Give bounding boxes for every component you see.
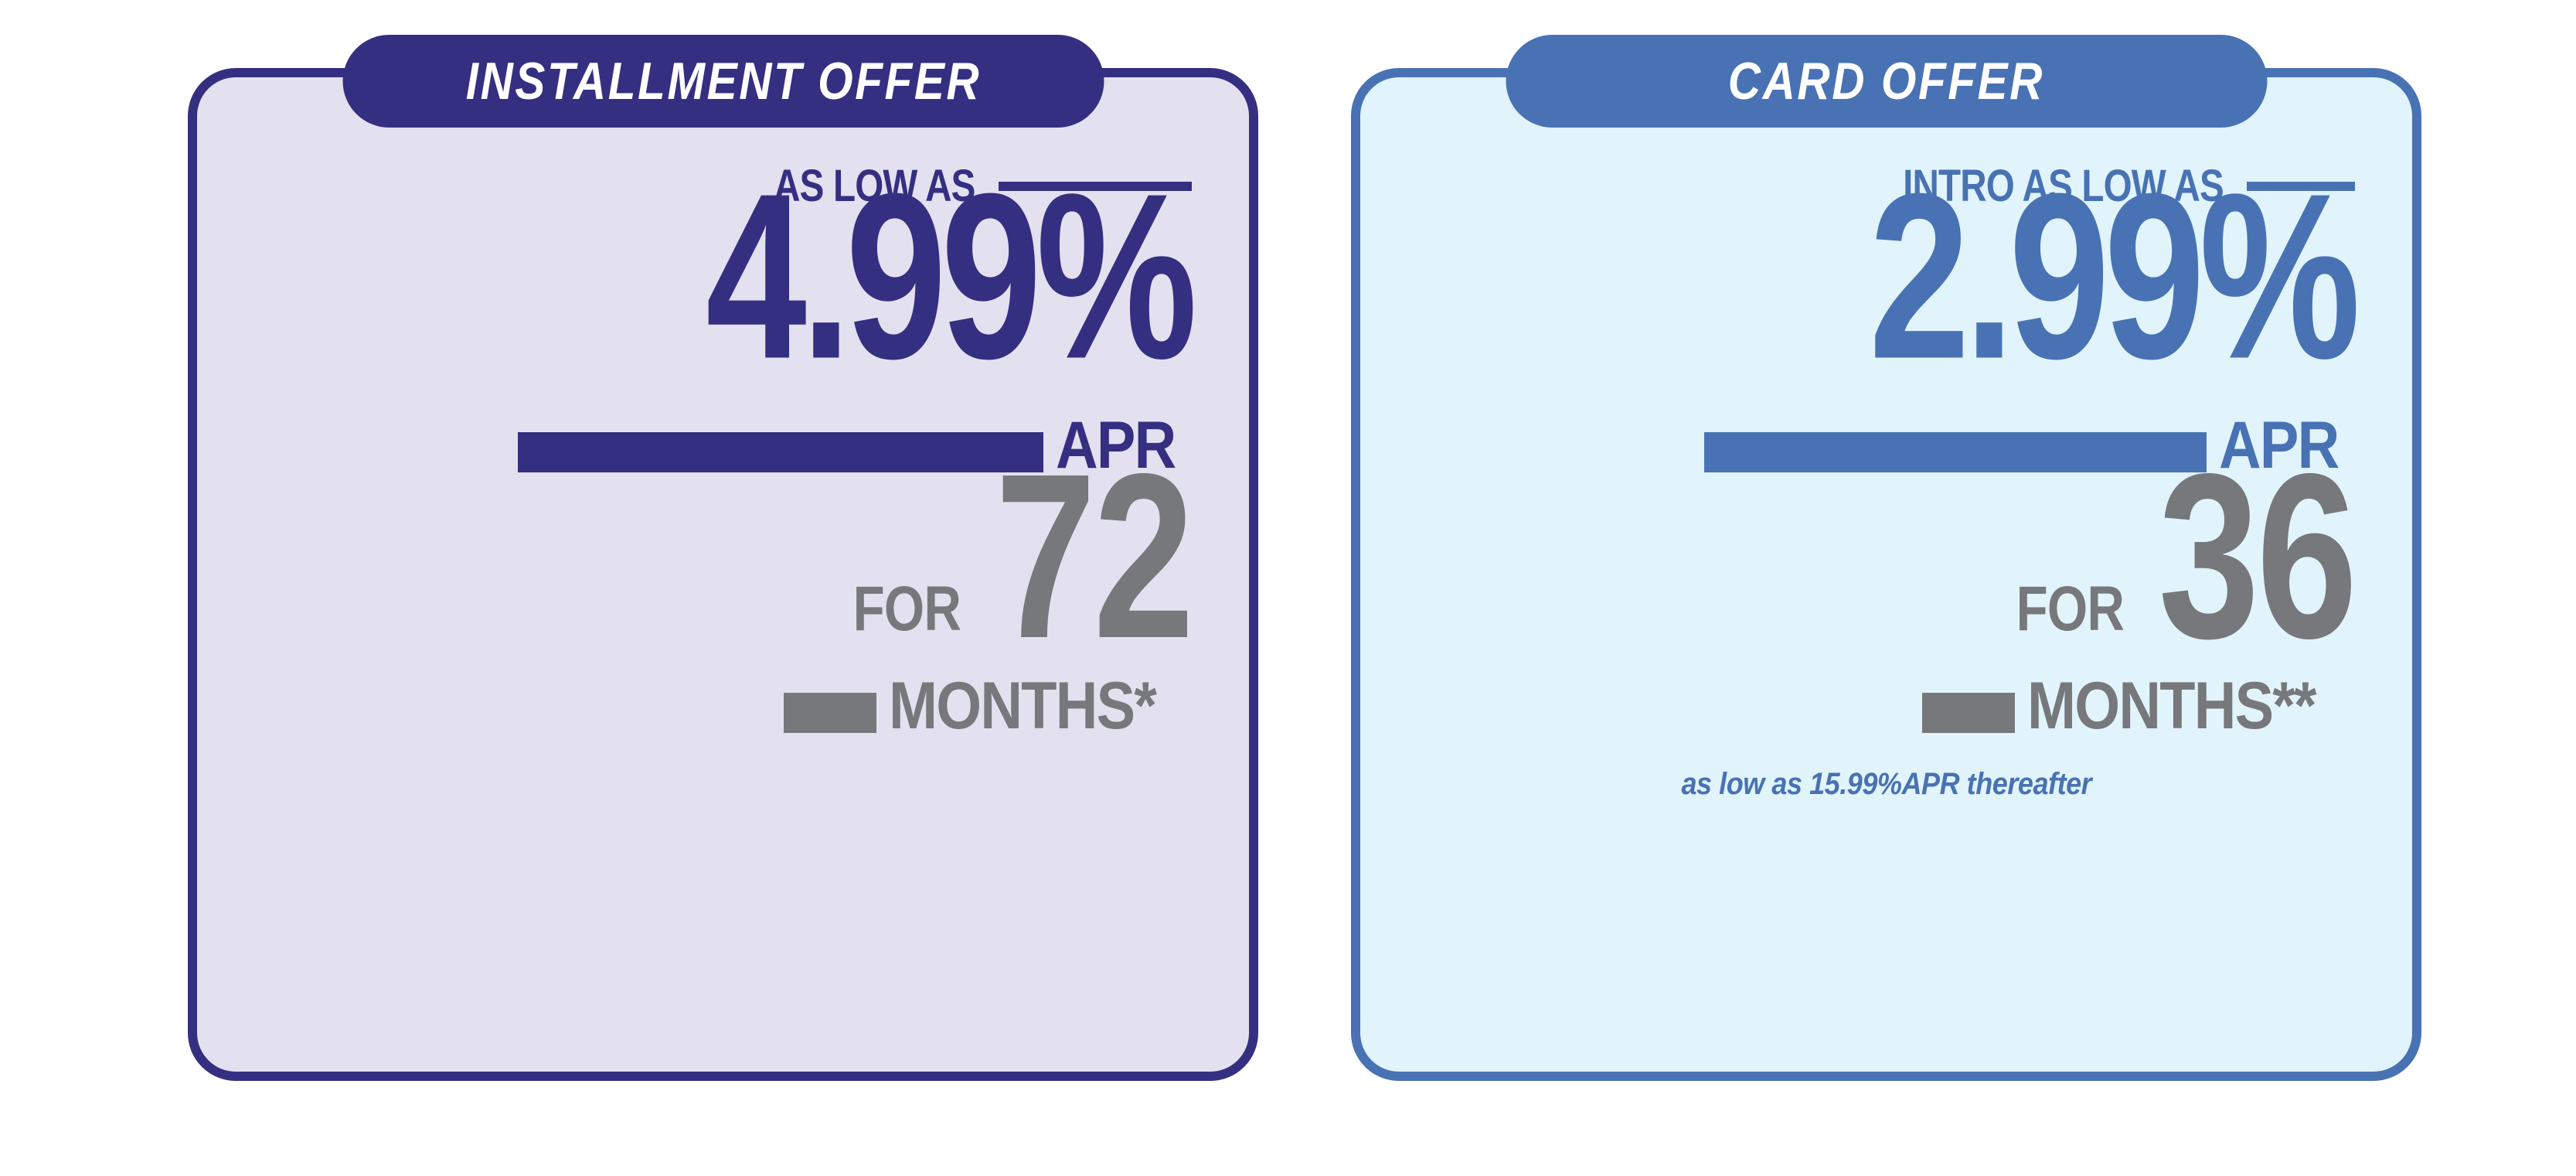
- installment-eyebrow-row: AS LOW AS: [254, 164, 1192, 209]
- installment-apr-bar-icon: [518, 431, 1044, 472]
- card-apr-label: APR: [2219, 408, 2339, 482]
- card-rate-row: 2.99%: [1417, 158, 2360, 394]
- installment-rate-value: 4.99%: [706, 144, 1197, 408]
- card-footnote-text: as low as 15.99%APR thereafter: [1681, 767, 2091, 802]
- card-apr-row: APR: [1417, 408, 2355, 482]
- installment-offer-card: INSTALLMENT OFFER AS LOW AS 4.99% APR FO…: [188, 35, 1258, 1081]
- installment-months-label: MONTHS*: [888, 669, 1157, 744]
- installment-rate-row: 4.99%: [254, 158, 1197, 394]
- installment-months-row: MONTHS*: [254, 669, 1192, 744]
- installment-months-bar-icon: [783, 693, 876, 734]
- installment-apr-row: APR: [254, 408, 1192, 482]
- card-months-label: MONTHS**: [2027, 669, 2317, 744]
- installment-eyebrow-rule-icon: [999, 182, 1192, 191]
- installment-eyebrow-label: AS LOW AS: [774, 161, 976, 211]
- installment-term-row: FOR 72: [254, 438, 1195, 673]
- installment-offer-body: AS LOW AS 4.99% APR FOR 72 MONTHS*: [197, 77, 1249, 744]
- card-term-prefix: FOR: [2016, 574, 2125, 645]
- card-months-bar-icon: [1922, 693, 2016, 734]
- installment-offer-ribbon: INSTALLMENT OFFER: [342, 35, 1104, 128]
- installment-term-number: 72: [995, 424, 1195, 687]
- installment-term-prefix: FOR: [853, 574, 961, 645]
- card-apr-bar-icon: [1704, 431, 2207, 472]
- card-rate-value: 2.99%: [1869, 144, 2360, 408]
- card-eyebrow-label: INTRO AS LOW AS: [1903, 161, 2224, 211]
- installment-apr-label: APR: [1056, 408, 1176, 482]
- card-eyebrow-row: INTRO AS LOW AS: [1417, 164, 2355, 209]
- card-offer-body: INTRO AS LOW AS 2.99% APR FOR 36 MONTHS*…: [1360, 77, 2412, 802]
- card-months-row: MONTHS**: [1417, 669, 2355, 744]
- card-term-number: 36: [2159, 424, 2358, 687]
- card-offer-ribbon-label: CARD OFFER: [1727, 52, 2045, 111]
- card-offer-ribbon: CARD OFFER: [1506, 35, 2267, 128]
- installment-offer-ribbon-label: INSTALLMENT OFFER: [465, 52, 981, 111]
- card-eyebrow-rule-icon: [2247, 182, 2355, 191]
- card-footnote-row: as low as 15.99%APR thereafter: [1417, 767, 2355, 802]
- card-term-row: FOR 36: [1417, 438, 2358, 673]
- card-offer-card: CARD OFFER INTRO AS LOW AS 2.99% APR FOR…: [1351, 35, 2421, 1081]
